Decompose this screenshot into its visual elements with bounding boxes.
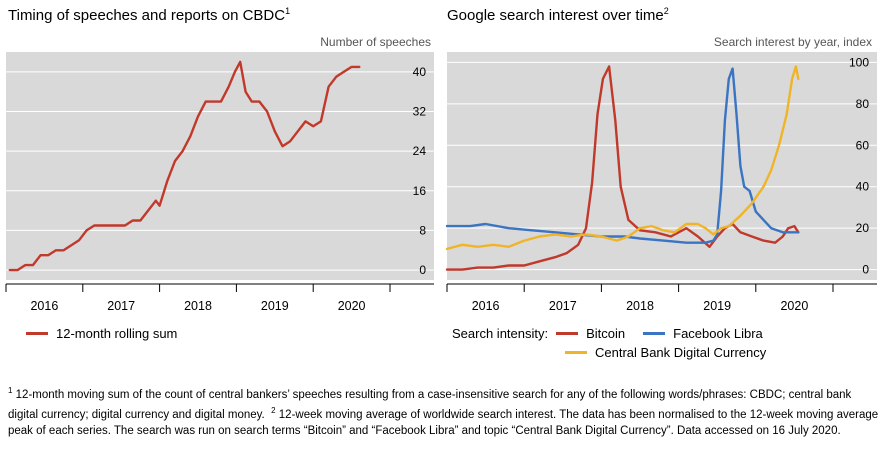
left-x-tick-label: 2019 xyxy=(261,299,289,313)
legend-item-cbdc: Central Bank Digital Currency xyxy=(565,345,766,360)
right-y-tick-label: 60 xyxy=(856,138,870,152)
left-unit-label: Number of speeches xyxy=(320,35,431,49)
left-chart-title-note: 1 xyxy=(285,6,291,16)
right-legend-row-2: Central Bank Digital Currency xyxy=(565,345,784,360)
left-y-tick-label: 0 xyxy=(419,263,426,277)
left-y-tick-label: 24 xyxy=(413,144,427,158)
right-series-bitcoin xyxy=(445,65,800,271)
legend-label-cbdc: Central Bank Digital Currency xyxy=(595,345,767,360)
legend-label-facebook-libra: Facebook Libra xyxy=(673,326,763,341)
legend-swatch-facebook-libra xyxy=(643,332,666,335)
right-y-tick-label: 100 xyxy=(849,55,869,69)
legend-swatch-cbdc xyxy=(565,351,587,354)
legend-item-rolling-sum: 12-month rolling sum xyxy=(26,326,177,341)
legend-search-intensity-label: Search intensity: xyxy=(452,326,549,341)
right-chart-title: Google search interest over time2 xyxy=(447,6,669,24)
left-series-12-month-rolling-sum xyxy=(8,60,361,272)
right-x-tick-label: 2017 xyxy=(549,299,577,313)
footnote-2-text: 12-week moving average of worldwide sear… xyxy=(8,408,879,437)
legend-item-bitcoin: Bitcoin xyxy=(556,326,625,341)
left-chart-title: Timing of speeches and reports on CBDC1 xyxy=(8,6,290,24)
footnote-1-text: 12-month moving sum of the count of cent… xyxy=(8,388,852,421)
charts-canvas: 0 8 16 24 32 40 2016 2017 2018 2019 2020 0 20 40 60 80 1… xyxy=(5,52,877,313)
right-y-tick-label: 40 xyxy=(856,180,870,194)
left-chart-title-text: Timing of speeches and reports on CBDC xyxy=(8,7,286,24)
right-chart-title-text: Google search interest over time xyxy=(447,7,664,24)
legend-swatch-rolling-sum xyxy=(26,332,48,335)
left-y-tick-label: 40 xyxy=(413,65,427,79)
right-y-tick-label: 80 xyxy=(856,97,870,111)
legend-item-facebook-libra: Facebook Libra xyxy=(643,326,763,341)
right-x-tick-label: 2019 xyxy=(703,299,731,313)
left-y-tick-label: 16 xyxy=(413,184,427,198)
footnote-2-mark: 2 xyxy=(271,405,276,415)
right-x-tick-label: 2020 xyxy=(780,299,808,313)
right-unit-label: Search interest by year, index xyxy=(713,35,872,49)
legend-swatch-bitcoin xyxy=(556,332,579,335)
right-x-tick-label: 2018 xyxy=(626,299,654,313)
footnotes: 1 12-month moving sum of the count of ce… xyxy=(8,383,882,439)
left-y-tick-label: 32 xyxy=(413,104,427,118)
legend-label-bitcoin: Bitcoin xyxy=(586,326,626,341)
left-x-tick-label: 2020 xyxy=(338,299,366,313)
left-x-tick-label: 2016 xyxy=(30,299,58,313)
left-x-tick-label: 2017 xyxy=(107,299,135,313)
left-x-tick-label: 2018 xyxy=(184,299,212,313)
right-legend-row-1: Search intensity: Bitcoin Facebook Libra xyxy=(452,326,781,341)
right-y-tick-label: 20 xyxy=(856,221,870,235)
right-chart-title-note: 2 xyxy=(663,6,669,16)
footnote-1-mark: 1 xyxy=(8,386,13,395)
left-legend: 12-month rolling sum xyxy=(26,326,195,341)
right-y-tick-label: 0 xyxy=(862,263,869,277)
left-y-tick-label: 8 xyxy=(419,223,426,237)
legend-label-rolling-sum: 12-month rolling sum xyxy=(56,326,178,341)
right-series-central-bank-digital-currency xyxy=(445,65,800,251)
right-x-tick-label: 2016 xyxy=(472,299,500,313)
